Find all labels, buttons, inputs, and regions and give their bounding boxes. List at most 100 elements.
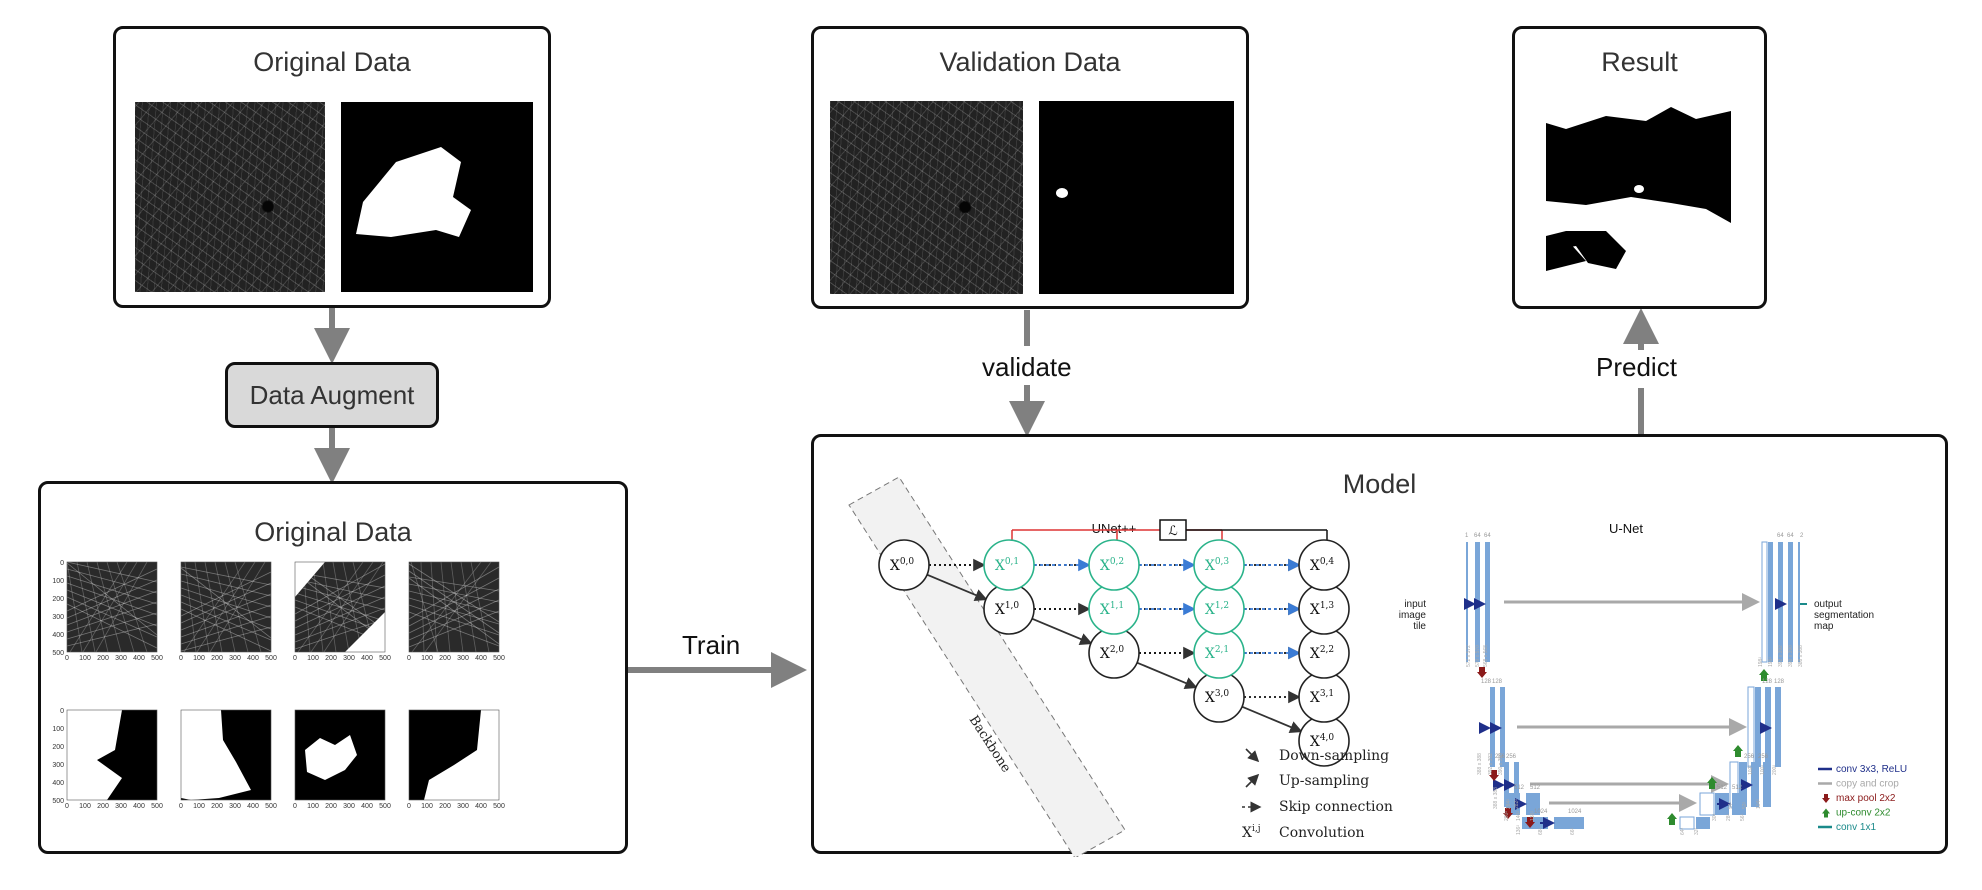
mask-image [341,102,533,292]
feature-map [1732,793,1746,815]
feature-map [1751,762,1759,807]
x-tick-label: 500 [379,803,391,810]
node-label: X0,3 [1205,557,1230,574]
x-tick-label: 200 [325,655,337,662]
y-tick-label: 300 [52,614,64,621]
augmented-plot: 0 100 200 300 400 500 [293,561,391,662]
x-tick-label: 100 [79,655,91,662]
x-tick-label: 0 [179,655,183,662]
x-tick-label: 500 [151,803,163,810]
upconv-arrow [1759,669,1769,681]
feature-map [1699,792,1715,816]
node-label: X1,0 [995,601,1020,618]
legend-up: Up-sampling [1279,773,1369,789]
x-tick-label: 200 [439,803,451,810]
feature-map [1514,762,1519,807]
size-label: 392 x 392 [1488,753,1494,775]
node-label: X2,1 [1205,645,1229,662]
maxpool-arrow [1525,817,1535,828]
node-label: X0,1 [995,557,1019,574]
size-label: 196² [1768,657,1774,667]
box-title: Original Data [253,47,411,77]
channel-label: 128 [1481,679,1492,685]
x-tick-label: 500 [265,655,277,662]
x-tick-label: 500 [265,803,277,810]
y-tick-label: 400 [52,780,64,787]
channel-label: 64 [1787,533,1794,539]
box-title: Result [1601,47,1678,77]
upconv-arrow [1733,745,1743,757]
size-label: 572 x 572 [1466,645,1472,667]
unet-input-label: input image tile [1399,599,1427,632]
unet-legend-item: conv 1x1 [1818,822,1876,833]
unetpp-node: X0,1 [983,539,1035,591]
x-tick-label: 0 [293,803,297,810]
mask-image [1039,101,1234,294]
oct-image [135,102,325,292]
unet-legend-label: conv 3x3, ReLU [1836,764,1907,775]
channel-label: 256 [1744,754,1755,760]
x-tick-label: 200 [97,655,109,662]
node-label: X2,0 [1100,645,1125,662]
x-tick-label: 400 [133,803,145,810]
unetpp-node: X2,2 [1298,627,1350,679]
x-tick-label: 0 [65,655,69,662]
node-label: X1,3 [1310,601,1335,618]
unet-legend-item: max pool 2x2 [1822,793,1896,804]
x-tick-label: 400 [475,655,487,662]
graph-edge [1241,705,1303,733]
unetpp-legend: Down-sampling Up-sampling Skip connectio… [1242,748,1393,841]
original-data-box: Original Data [113,26,551,308]
unetpp-node: X0,2 [1088,539,1140,591]
input-label-line: image [1399,610,1427,621]
y-tick-label: 0 [60,560,64,567]
unet-output-label: output segmentation map [1814,599,1874,632]
size-label: 392 x 392 [1778,645,1784,667]
y-tick-label: 500 [52,650,64,657]
node-label: X0,2 [1100,557,1124,574]
x-tick-label: 300 [343,655,355,662]
x-tick-label: 200 [211,803,223,810]
unet-legend-item: copy and crop [1818,779,1899,790]
unetpp-title: UNet++ [1092,521,1137,536]
unetpp-node: X3,0 [1193,671,1245,723]
channel-label: 64 [1777,533,1784,539]
size-label: 568 x 568 [1483,645,1489,667]
channel-label: 256 [1495,754,1506,760]
input-label-line: tile [1413,621,1426,632]
y-tick-label: 100 [52,578,64,585]
feature-map [1554,817,1584,829]
unet-legend-label: up-conv 2x2 [1836,808,1891,819]
upconv-arrow [1707,777,1717,789]
augmented-plot: 0 100 200 300 400 500 [293,709,391,810]
node-label: X1,1 [1100,601,1124,618]
node-label: X0,0 [890,557,915,574]
x-tick-label: 400 [247,655,259,662]
size-label: 280² [1504,811,1510,821]
unetpp-node: X0,3 [1193,539,1245,591]
y-tick-label: 0 [60,708,64,715]
channel-label: 128 [1492,679,1503,685]
maxpool-arrow [1503,808,1513,819]
x-tick-label: 0 [65,803,69,810]
result-shape [1546,101,1731,286]
feature-map [1500,687,1505,767]
size-label: 284² [1506,799,1512,809]
graph-edge [1031,617,1093,645]
legend-conv: Convolution [1279,825,1365,841]
size-label: 282² [1514,799,1520,809]
size-label: 66² [1570,827,1576,835]
augmented-data-box: Original Data 0 0 100 100 200 200 300 300 400 400… [38,481,628,854]
legend-down: Down-sampling [1279,748,1389,764]
size-label: 104² [1756,799,1762,809]
size-label: 388 x 388 [1493,787,1499,809]
x-tick-label: 100 [421,803,433,810]
loss-symbol: ℒ [1168,524,1177,539]
result-image [1546,101,1731,286]
maxpool-arrow [1477,667,1487,678]
feature-map [1526,793,1540,815]
x-tick-label: 100 [193,803,205,810]
channel-label: 256 [1758,754,1769,760]
x-tick-label: 400 [361,655,373,662]
